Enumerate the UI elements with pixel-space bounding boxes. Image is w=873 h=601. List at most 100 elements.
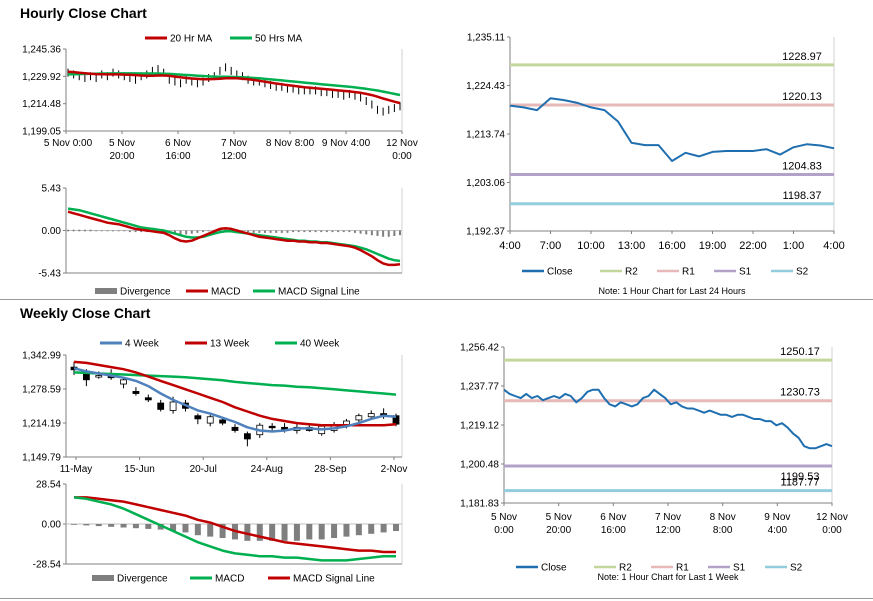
divergence-bar — [145, 524, 152, 529]
divergence-bar — [132, 524, 139, 529]
x-tick-label: 9 Nov 4:00 — [322, 138, 371, 149]
divergence-bar — [292, 230, 295, 233]
divergence-bar — [252, 230, 255, 233]
divergence-bar — [376, 230, 379, 236]
x-tick-label: 4:00 — [823, 240, 844, 252]
x-tick-label: 7:00 — [540, 240, 561, 252]
divergence-bar — [219, 524, 226, 539]
divergence-bar — [293, 524, 300, 541]
divergence-bar — [365, 230, 368, 235]
divergence-bar — [117, 230, 120, 232]
legend-label: R2 — [619, 563, 632, 574]
y-tick-label: 1,342.99 — [22, 351, 61, 362]
y-tick-label: -28.54 — [33, 560, 62, 571]
x-tick-label: 7 Nov — [221, 138, 247, 149]
y-tick-label: -5.43 — [38, 269, 61, 280]
section-divider — [0, 299, 873, 300]
x-tick-label: 9 Nov — [764, 512, 790, 523]
divergence-bar — [100, 230, 103, 232]
x-tick-label: 0:00 — [494, 525, 514, 536]
macd-signal-line — [67, 207, 401, 263]
x-tick-label: 4:00 — [768, 525, 788, 536]
legend-swatch — [95, 288, 117, 294]
x-tick-label: 16:00 — [658, 240, 686, 252]
divergence-bar — [202, 230, 205, 233]
divergence-bar — [331, 230, 334, 233]
divergence-bar — [297, 230, 300, 233]
level-label-r1: 1230.73 — [780, 387, 820, 399]
y-tick-label: 1,181.83 — [460, 499, 499, 510]
y-tick-label: 1,235.11 — [467, 33, 506, 44]
y-tick-label: 1,213.74 — [466, 130, 505, 141]
level-label-s2: 1187.77 — [781, 477, 820, 489]
x-tick-label: 20:00 — [109, 151, 134, 162]
x-tick-label: 0:00 — [822, 525, 842, 536]
ma-4wk-line — [73, 366, 397, 433]
x-tick-label: 8 Nov 8:00 — [266, 138, 315, 149]
divergence-bar — [263, 230, 266, 233]
x-tick-label: 19:00 — [699, 240, 727, 252]
y-tick-label: 1,237.77 — [460, 382, 499, 393]
x-tick-label: 0:00 — [392, 151, 412, 162]
legend-label: MACD — [211, 287, 240, 298]
legend-label: R1 — [676, 563, 689, 574]
divergence-bar — [281, 524, 288, 541]
divergence-bar — [170, 524, 177, 532]
ma-20-line — [67, 70, 401, 105]
divergence-bar — [256, 524, 263, 541]
y-tick-label: 1,149.79 — [22, 453, 61, 464]
divergence-bar — [348, 230, 351, 233]
legend-label: 13 Week — [210, 339, 250, 350]
divergence-bar — [387, 230, 390, 237]
divergence-bar — [112, 230, 115, 232]
y-tick-label: 1,245.36 — [22, 45, 61, 56]
divergence-bar — [343, 524, 350, 537]
weekly-macd-chart: 28.54 0.00 -28.54 Divergence MACD MACD Signal… — [33, 480, 403, 585]
divergence-bar — [190, 230, 193, 234]
x-tick-label: 15-Jun — [124, 464, 155, 475]
y-tick-label: 1,278.59 — [22, 385, 61, 396]
x-tick-label: 5 Nov — [546, 512, 572, 523]
x-tick-label: 8:00 — [713, 525, 733, 536]
y-tick-label: 1,199.05 — [22, 127, 61, 138]
x-tick-label: 11-May — [60, 464, 93, 475]
legend-label: S1 — [733, 563, 746, 574]
candle-body — [120, 379, 127, 385]
divergence-bar — [207, 230, 210, 232]
divergence-bar — [83, 524, 90, 526]
close-line — [509, 97, 835, 162]
x-tick-label: 12 Nov — [816, 512, 848, 523]
y-tick-label: 1,224.43 — [466, 81, 505, 92]
divergence-bar — [120, 524, 127, 528]
x-tick-label: 8 Nov — [710, 512, 736, 523]
chart-note: Note: 1 Hour Chart for Last 24 Hours — [598, 286, 746, 296]
divergence-bar — [72, 229, 75, 232]
divergence-bar — [331, 524, 338, 539]
divergence-bar — [286, 230, 289, 233]
y-tick-label: 1,192.37 — [466, 227, 505, 238]
divergence-bar — [182, 524, 189, 533]
divergence-bar — [269, 524, 276, 541]
divergence-bar — [157, 524, 164, 530]
x-tick-label: 5 Nov 0:00 — [44, 138, 93, 149]
divergence-bar — [244, 524, 251, 541]
legend-label: Divergence — [117, 574, 168, 585]
x-tick-label: 6 Nov — [600, 512, 626, 523]
x-tick-label: 5 Nov — [491, 512, 517, 523]
divergence-bar — [258, 230, 261, 233]
divergence-bar — [207, 524, 214, 537]
divergence-bar — [393, 230, 396, 236]
divergence-bar — [280, 230, 283, 233]
x-tick-label: 2-Nov — [381, 464, 408, 475]
y-tick-label: 1,214.19 — [22, 419, 61, 430]
divergence-bar — [194, 524, 201, 536]
legend-label: R1 — [682, 267, 695, 278]
legend-label: S1 — [739, 267, 752, 278]
y-tick-label: 1,219.12 — [460, 421, 499, 432]
legend-label: S2 — [796, 267, 809, 278]
divergence-bar — [382, 230, 385, 237]
candle-body — [169, 401, 177, 411]
divergence-bar — [306, 524, 313, 540]
legend-label: MACD Signal Line — [293, 574, 375, 585]
legend-label: 20 Hr MA — [170, 34, 213, 45]
